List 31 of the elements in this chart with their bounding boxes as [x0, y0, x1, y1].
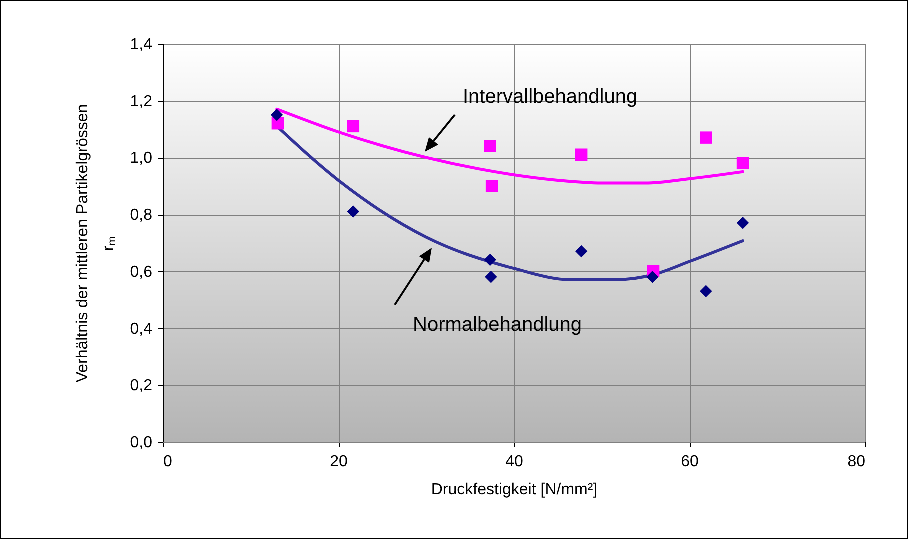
- point: [736, 157, 750, 170]
- y-tick-label: 1,2: [130, 93, 153, 110]
- point: [270, 108, 284, 122]
- point: [485, 270, 498, 284]
- y-tick-label: 0,4: [130, 320, 153, 338]
- point: [347, 120, 360, 133]
- y-tick-label: 1,4: [130, 36, 153, 54]
- y-tick-label: 0,0: [130, 434, 153, 452]
- annotation: Normalbehandlung: [413, 314, 582, 336]
- y-tick-label: 0,6: [130, 264, 153, 281]
- x-axis-title: Druckfestigkeit [N/mm²]: [431, 482, 598, 498]
- y-tick-label: 0,8: [130, 207, 153, 224]
- x-tick-label: 40: [506, 454, 524, 470]
- y-axis-title: Verhältnis der mittleren Partikelgrössen rₘ: [74, 104, 118, 383]
- x-tick-label: 20: [330, 454, 348, 470]
- point: [484, 254, 496, 266]
- point: [700, 132, 712, 144]
- point: [575, 245, 588, 258]
- point: [736, 216, 750, 230]
- point: [347, 206, 360, 218]
- y-tick-label: 0,2: [130, 378, 153, 395]
- point: [700, 285, 712, 298]
- point: [646, 270, 659, 284]
- annotation: Intervallbehandlung: [463, 86, 638, 108]
- point: [486, 180, 498, 192]
- point: [484, 140, 496, 152]
- point: [575, 148, 588, 161]
- x-tick-label: 60: [681, 454, 699, 470]
- y-tick-label: 1,0: [130, 150, 153, 168]
- x-tick-label: 0: [164, 454, 172, 470]
- x-tick-label: 80: [848, 454, 866, 470]
